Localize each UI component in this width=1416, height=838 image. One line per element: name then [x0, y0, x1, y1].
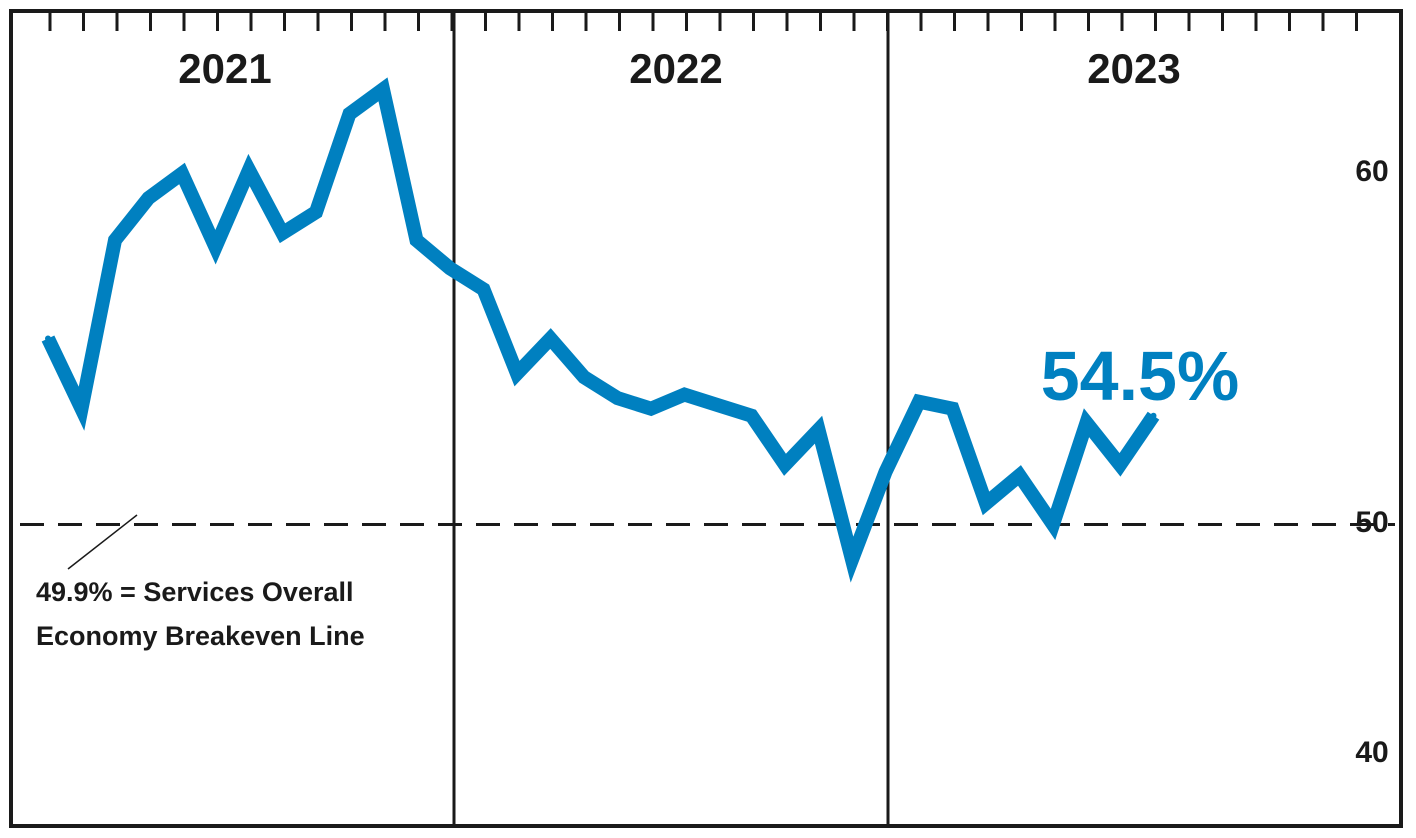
data-point-2021-09 — [313, 209, 319, 216]
series-points — [45, 86, 1157, 563]
data-point-2021-03 — [112, 237, 118, 244]
chart-frame — [9, 9, 1403, 828]
data-point-2021-12 — [413, 237, 420, 244]
data-point-2023-10 — [1150, 412, 1157, 419]
data-point-2023-06 — [1016, 472, 1023, 479]
data-point-2021-02 — [78, 405, 85, 412]
breakeven-note-line-2: Economy Breakeven Line — [36, 621, 365, 651]
year-label-2021: 2021 — [178, 45, 271, 92]
data-point-2022-10 — [748, 412, 755, 419]
data-point-2022-02 — [480, 286, 487, 293]
data-point-2021-06 — [212, 244, 219, 251]
data-point-2021-10 — [346, 110, 353, 117]
y-tick-60: 60 — [1355, 155, 1388, 188]
data-point-2021-04 — [145, 195, 152, 202]
data-point-2021-08 — [279, 230, 286, 237]
latest-value-callout: 54.5% — [1041, 337, 1239, 415]
data-point-2023-07 — [1050, 521, 1056, 528]
data-point-2021-05 — [179, 170, 185, 177]
data-point-2022-07 — [648, 405, 654, 412]
year-label-2023: 2023 — [1087, 45, 1180, 92]
month-ticks — [48, 11, 1358, 31]
data-point-2023-05 — [983, 500, 989, 507]
data-point-2023-01 — [849, 556, 855, 563]
data-point-2022-08 — [681, 391, 688, 398]
data-point-2022-03 — [514, 370, 520, 377]
data-point-2021-11 — [380, 86, 386, 93]
data-point-2022-11 — [782, 461, 788, 468]
breakeven-note-line-1: 49.9% = Services Overall — [36, 577, 354, 607]
data-point-2023-04 — [949, 405, 956, 412]
services-index-line — [41, 77, 1160, 583]
data-point-2022-06 — [614, 395, 621, 402]
data-point-2022-09 — [715, 402, 721, 409]
y-tick-40: 40 — [1355, 736, 1388, 769]
data-point-2023-08 — [1083, 419, 1090, 426]
data-point-2022-04 — [547, 335, 554, 342]
y-tick-50: 50 — [1355, 506, 1388, 539]
data-point-2022-05 — [581, 374, 587, 381]
data-point-2022-01 — [447, 265, 453, 272]
data-point-2021-01 — [45, 335, 51, 342]
year-label-2022: 2022 — [629, 45, 722, 92]
data-point-2022-12 — [815, 426, 822, 433]
data-point-2021-07 — [246, 167, 252, 173]
data-point-2023-02 — [882, 468, 889, 475]
data-point-2023-03 — [916, 398, 922, 405]
data-point-2023-09 — [1117, 461, 1123, 468]
breakeven-leader-line — [67, 514, 138, 570]
